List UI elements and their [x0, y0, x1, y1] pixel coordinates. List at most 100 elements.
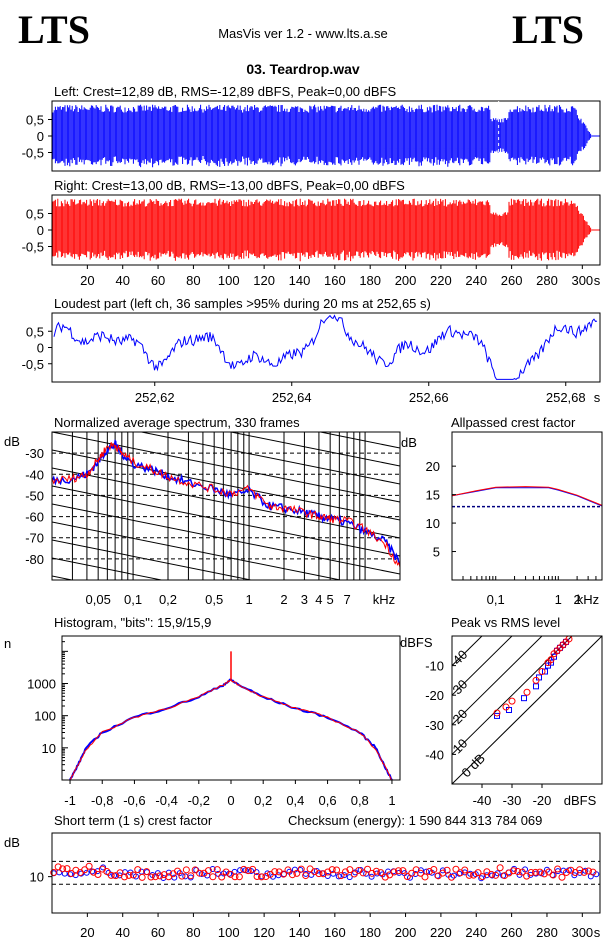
diagonal-label: 0 dB: [459, 751, 489, 781]
crest-point: [549, 871, 557, 879]
crest-point: [364, 865, 372, 873]
crest-point: [390, 868, 398, 876]
x-tick-label: 220: [430, 273, 452, 288]
crest-point: [562, 868, 570, 876]
crest-point: [187, 872, 195, 880]
x-tick-label: 5: [327, 592, 334, 607]
x-tick-label: 300: [571, 273, 593, 288]
crest-point: [452, 865, 460, 873]
checksum-text: Checksum (energy): 1 590 844 313 784 069: [288, 813, 542, 828]
crest-point: [448, 873, 456, 881]
crest-point: [319, 870, 327, 878]
app-title: MasVis ver 1.2 - www.lts.a.se: [218, 26, 388, 41]
file-title: 03. Teardrop.wav: [246, 61, 360, 77]
x-tick-label: 100: [218, 273, 240, 288]
crest-point: [257, 873, 265, 881]
crest-point: [531, 868, 539, 876]
crest-diagonal: [452, 636, 573, 755]
crest-point: [558, 873, 566, 881]
crest-point: [209, 866, 216, 873]
chart-spectrum: Normalized average spectrum, 330 frames d…: [4, 306, 401, 607]
spectrum-series: [52, 439, 400, 564]
y-axis-label: dB: [4, 434, 20, 449]
crest-point: [134, 866, 142, 874]
crest-point: [94, 871, 102, 879]
scatter-point: [565, 636, 573, 643]
crest-point: [368, 869, 376, 877]
crest-point: [81, 866, 89, 874]
slope-line: [52, 485, 400, 557]
crest-point: [394, 867, 402, 875]
slope-line: [52, 467, 400, 539]
x-tick-label: kHz: [577, 592, 599, 607]
crest-diagonal: [452, 636, 543, 726]
x-tick-label: 120: [253, 273, 275, 288]
crest-point: [412, 866, 420, 874]
slope-line: [138, 432, 400, 485]
x-tick-label: kHz: [373, 592, 395, 607]
x-tick-label: 40: [115, 273, 129, 288]
chart-histogram: Histogram, "bits": 15,9/15,9n100010010-1…: [4, 615, 401, 808]
crest-point: [253, 872, 261, 880]
crest-point: [368, 873, 375, 880]
crest-point: [147, 873, 155, 881]
y-tick-label: 1000: [27, 677, 56, 692]
slope-line: [52, 306, 400, 376]
x-tick-label: 240: [465, 273, 487, 288]
slope-line: [52, 557, 164, 580]
crest-point: [125, 871, 133, 879]
diagonal-grid: [452, 636, 602, 784]
x-tick-label: 20: [80, 925, 94, 940]
x-tick-label: -40: [473, 793, 492, 808]
slope-line: [52, 539, 254, 580]
x-tick-label: 140: [289, 273, 311, 288]
crest-point: [576, 866, 584, 874]
crest-point: [439, 867, 446, 874]
x-tick-label: 280: [536, 925, 558, 940]
slope-line: [52, 521, 343, 580]
crest-point: [585, 867, 593, 875]
x-tick-label: 80: [186, 925, 200, 940]
crest-point: [85, 862, 93, 870]
crest-point: [191, 866, 199, 874]
x-tick-label: 140: [289, 925, 311, 940]
crest-point: [174, 867, 182, 875]
histogram-series: [69, 679, 393, 781]
y-tick-label: -30: [425, 718, 444, 733]
slope-line: [52, 503, 400, 575]
crest-point: [249, 865, 257, 873]
crest-point: [403, 872, 411, 880]
crest-point: [151, 873, 159, 881]
x-tick-label: 240: [465, 925, 487, 940]
chart-waveform-left: Left: Crest=12,89 dB, RMS=-12,89 dBFS, P…: [22, 84, 601, 172]
crest-point: [54, 863, 62, 871]
x-tick-label: 60: [151, 273, 165, 288]
x-tick-label: 7: [343, 592, 350, 607]
x-tick-label: 4: [315, 592, 322, 607]
x-tick-label: 252,66: [409, 390, 449, 405]
crest-point: [478, 873, 486, 881]
crest-point: [235, 873, 243, 881]
y-axis-label: dBFS: [400, 635, 433, 650]
crest-point: [540, 870, 548, 878]
x-tick-label: 0,5: [205, 592, 223, 607]
x-tick-label: 2: [280, 592, 287, 607]
crest-series: [451, 486, 603, 506]
crest-point: [178, 872, 186, 880]
x-tick-label: -0,8: [91, 793, 113, 808]
y-tick-label: -70: [25, 531, 44, 546]
grid: [52, 306, 400, 580]
scatter-point: [542, 668, 548, 675]
x-tick-label: 220: [430, 925, 452, 940]
loudest-trace: [53, 314, 598, 381]
x-tick-label: s: [594, 925, 601, 940]
x-tick-label: 180: [359, 925, 381, 940]
slope-line: [52, 342, 400, 412]
slope-line: [52, 432, 400, 503]
crest-point: [443, 866, 451, 874]
crest-point: [213, 866, 221, 874]
crest-point: [129, 871, 137, 879]
x-tick-label: -1: [64, 793, 76, 808]
chart-title: Allpassed crest factor: [451, 415, 576, 430]
